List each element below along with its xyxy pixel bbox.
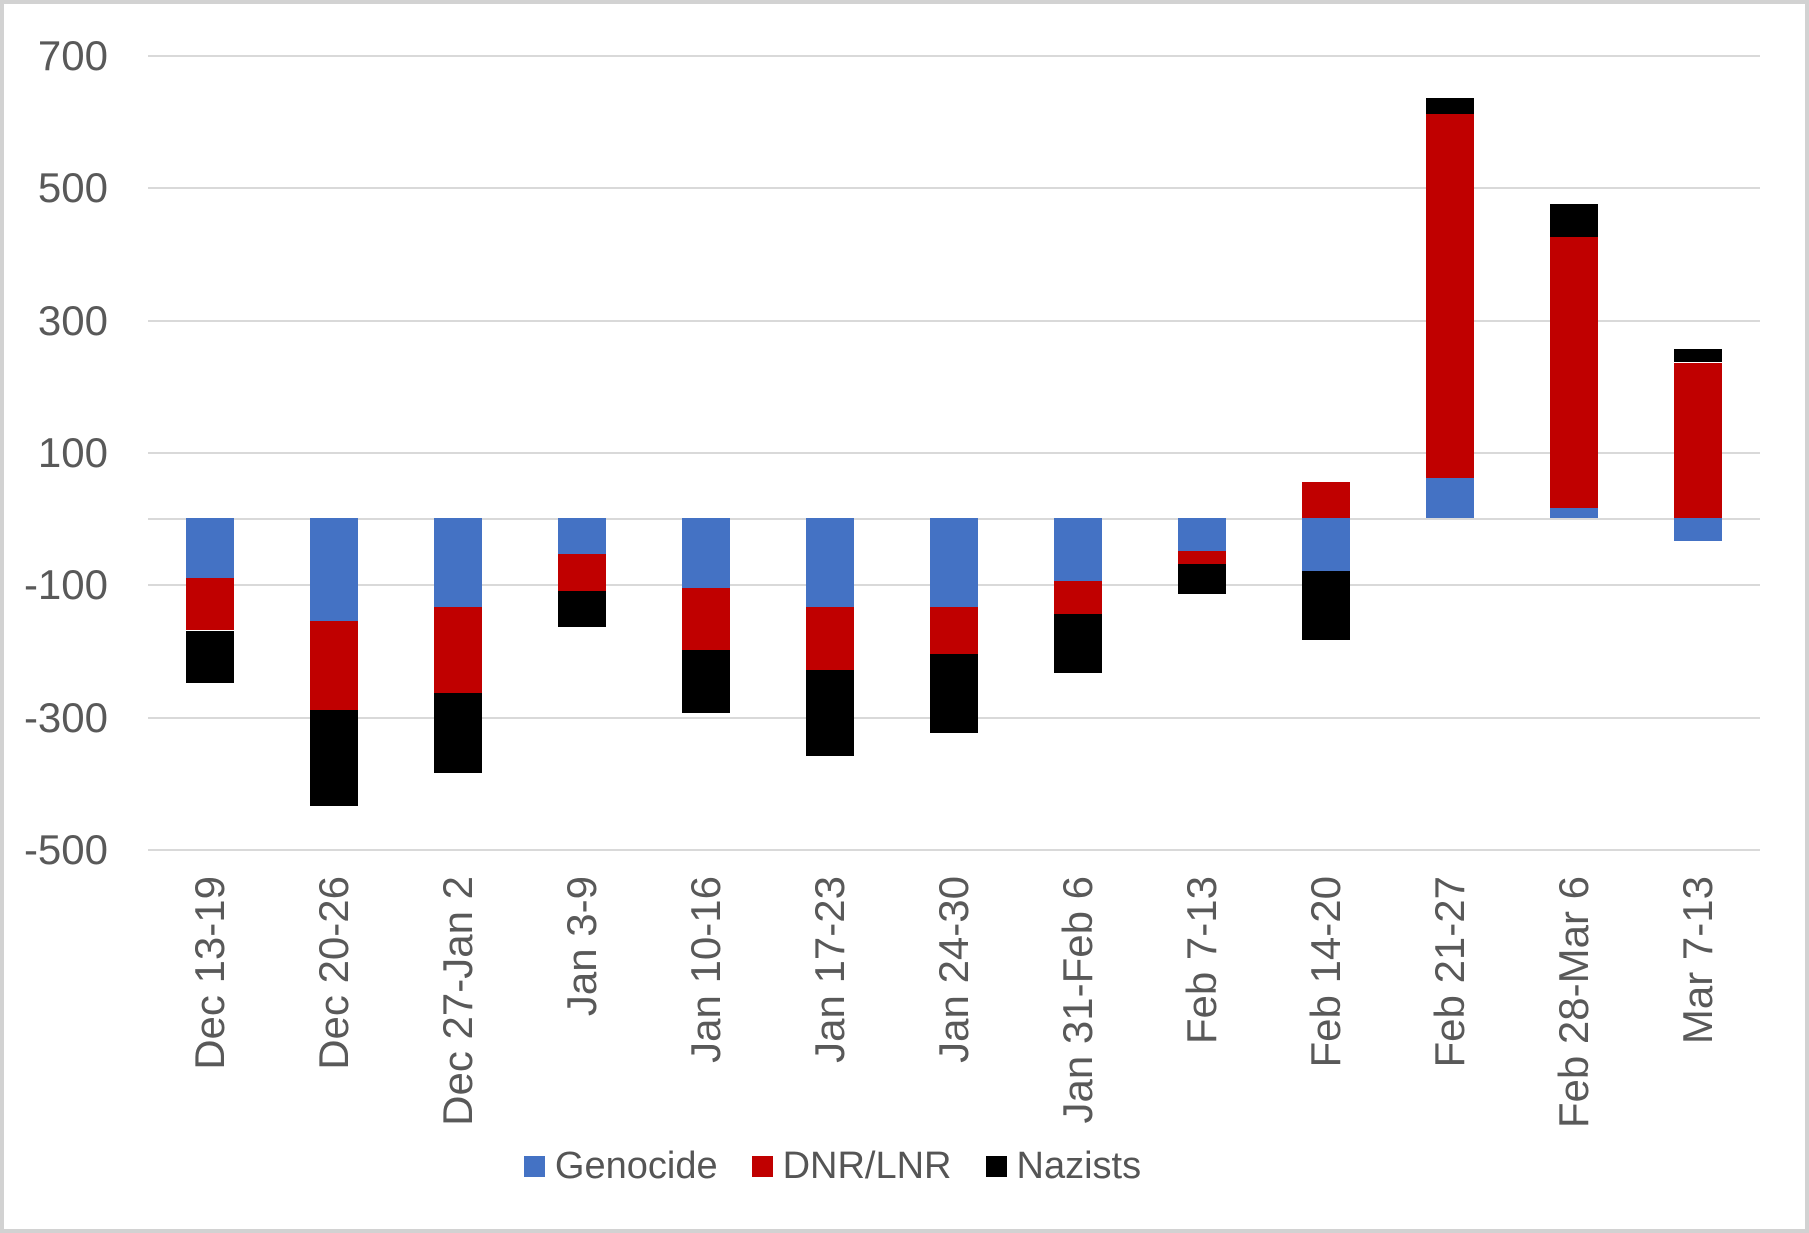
bar-segment-dnr-lnr <box>310 620 358 710</box>
x-axis-category-label: Dec 20-26 <box>310 876 357 1070</box>
bar-segment-nazists <box>930 653 978 733</box>
bar-segment-genocide <box>1054 518 1102 581</box>
bar-segment-dnr-lnr <box>1178 551 1226 565</box>
bar-segment-genocide <box>186 518 234 578</box>
bar-segment-dnr-lnr <box>806 607 854 671</box>
bar-segment-dnr-lnr <box>558 554 606 591</box>
legend-label: DNR/LNR <box>782 1145 952 1187</box>
bar-segment-dnr-lnr <box>434 607 482 694</box>
y-axis-tick-label: 100 <box>37 429 108 476</box>
bar-segment-genocide <box>1178 518 1226 552</box>
bar-segment-genocide <box>1426 478 1474 518</box>
bar-segment-genocide <box>1302 518 1350 571</box>
x-axis-category-label: Feb 7-13 <box>1178 876 1225 1045</box>
x-axis-category-label: Feb 21-27 <box>1426 876 1473 1068</box>
bar-segment-nazists <box>1054 613 1102 674</box>
bar-segment-dnr-lnr <box>1302 481 1350 518</box>
y-axis-tick-label: 300 <box>37 297 108 344</box>
legend-label: Genocide <box>554 1145 718 1187</box>
y-axis-tick-label: -300 <box>23 694 108 741</box>
bar-segment-nazists <box>806 670 854 757</box>
bar-segment-genocide <box>682 518 730 588</box>
bar-segment-genocide <box>930 518 978 608</box>
x-axis-category-label: Jan 3-9 <box>558 876 605 1017</box>
gridline <box>148 55 1760 57</box>
bar-segment-nazists <box>1550 203 1598 237</box>
legend-item-genocide: Genocide <box>523 1144 718 1188</box>
legend-swatch-icon <box>751 1155 773 1177</box>
bar-segment-dnr-lnr <box>1550 236 1598 509</box>
bar-segment-nazists <box>682 650 730 714</box>
bar-segment-nazists <box>1674 349 1722 363</box>
bar-segment-nazists <box>310 709 358 806</box>
bar-segment-nazists <box>1426 97 1474 115</box>
bar-segment-dnr-lnr <box>682 587 730 651</box>
bar-segment-nazists <box>186 630 234 684</box>
y-axis-tick-label: -100 <box>23 561 108 608</box>
bar-segment-nazists <box>1302 570 1350 641</box>
bar-segment-dnr-lnr <box>930 607 978 654</box>
x-axis-category-label: Feb 14-20 <box>1302 876 1349 1068</box>
bar-segment-genocide <box>434 518 482 608</box>
bar-segment-nazists <box>558 590 606 628</box>
x-axis-category-label: Jan 24-30 <box>930 876 977 1063</box>
y-axis-tick-label: 500 <box>37 164 108 211</box>
bar-segment-genocide <box>310 518 358 621</box>
x-axis-category-label: Feb 28-Mar 6 <box>1550 876 1597 1129</box>
bar-segment-dnr-lnr <box>1674 362 1722 518</box>
bar-segment-dnr-lnr <box>1054 580 1102 614</box>
gridline <box>148 187 1760 189</box>
x-axis-category-label: Dec 13-19 <box>186 876 233 1070</box>
x-axis-category-label: Jan 17-23 <box>806 876 853 1063</box>
gridline <box>148 849 1760 851</box>
bar-segment-genocide <box>1674 518 1722 542</box>
x-axis-category-label: Jan 10-16 <box>682 876 729 1063</box>
legend-swatch-icon <box>985 1155 1007 1177</box>
legend-item-dnr-lnr: DNR/LNR <box>751 1144 952 1188</box>
bar-segment-dnr-lnr <box>1426 114 1474 479</box>
bar-segment-genocide <box>806 518 854 608</box>
gridline <box>148 452 1760 454</box>
legend-swatch-icon <box>523 1155 545 1177</box>
legend: Genocide DNR/LNR Nazists <box>4 1144 1733 1188</box>
gridline <box>148 320 1760 322</box>
bar-segment-nazists <box>434 693 482 773</box>
x-axis-category-label: Jan 31-Feb 6 <box>1054 876 1101 1124</box>
x-axis-category-label: Dec 27-Jan 2 <box>434 876 481 1126</box>
bar-segment-genocide <box>558 518 606 555</box>
bar-segment-nazists <box>1178 564 1226 595</box>
bar-segment-dnr-lnr <box>186 577 234 631</box>
legend-label: Nazists <box>1016 1145 1142 1187</box>
y-axis-tick-label: -500 <box>23 826 108 873</box>
legend-item-nazists: Nazists <box>985 1144 1142 1188</box>
y-axis-tick-label: 700 <box>37 32 108 79</box>
bar-segment-genocide <box>1550 508 1598 518</box>
x-axis-category-label: Mar 7-13 <box>1674 876 1721 1045</box>
